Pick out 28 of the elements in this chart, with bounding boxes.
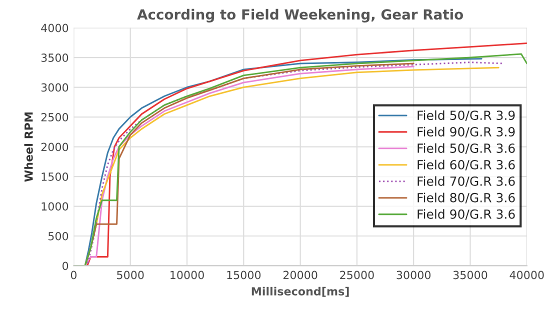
- x-tick-label: 40000: [510, 270, 544, 280]
- y-tick-label: 500: [48, 232, 68, 240]
- x-tick-label: 10000: [170, 270, 204, 280]
- legend-label: Field 90/G.R 3.9: [418, 126, 515, 138]
- chart-title: According to Field Weekening, Gear Ratio: [137, 8, 464, 22]
- y-tick-label: 1000: [42, 202, 68, 211]
- legend-label: Field 50/G.R 3.6: [418, 143, 515, 154]
- y-tick-label: 3000: [41, 83, 68, 92]
- y-tick-label: 1500: [42, 172, 68, 181]
- x-tick-label: 0: [70, 270, 77, 280]
- y-tick-label: 2000: [41, 142, 68, 152]
- legend-label: Field 90/G.R 3.6: [418, 209, 515, 220]
- x-tick-label: 35000: [453, 270, 488, 280]
- y-tick-label: 3500: [41, 54, 68, 62]
- legend-label: Field 70/G.R 3.6: [418, 176, 515, 187]
- y-tick-label: 2500: [41, 113, 68, 122]
- y-tick-label: 4000: [41, 24, 68, 32]
- x-tick-label: 30000: [396, 270, 431, 280]
- y-tick-label: 0: [62, 262, 68, 270]
- legend-label: Field 80/G.R 3.6: [418, 192, 515, 204]
- x-tick-label: 15000: [227, 270, 261, 280]
- x-axis-title: Millisecond[ms]: [252, 286, 349, 297]
- x-tick-label: 20000: [283, 270, 318, 280]
- legend-label: Field 60/G.R 3.6: [418, 160, 515, 170]
- legend-label: Field 50/G.R 3.9: [418, 110, 515, 121]
- x-tick-label: 5000: [117, 270, 144, 280]
- y-axis-title: Wheel RPM: [24, 112, 33, 182]
- x-tick-label: 25000: [340, 270, 374, 280]
